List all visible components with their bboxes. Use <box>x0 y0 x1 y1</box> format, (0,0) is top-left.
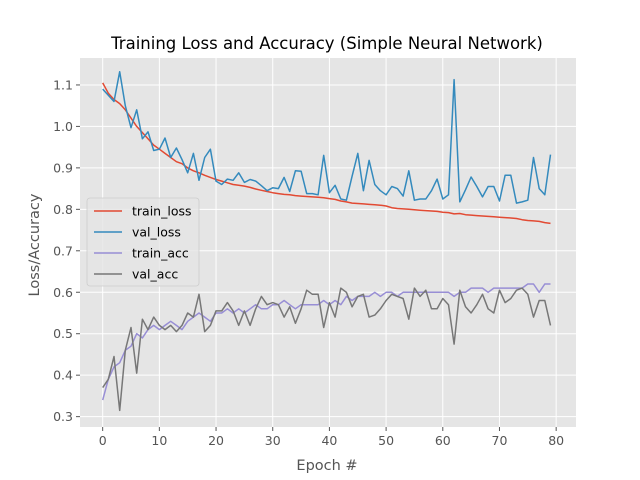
series-line-val-loss <box>102 70 552 204</box>
chart-title: Training Loss and Accuracy (Simple Neura… <box>110 34 543 53</box>
y-tick-label: 0.6 <box>53 285 73 300</box>
x-tick-label: 70 <box>492 433 508 448</box>
axis-ticks: 0 10 20 30 40 50 60 70 80 0.3 0.4 0.5 0.6 0.7 0.8 0.9 1.… <box>53 77 564 448</box>
y-tick-label: 0.9 <box>53 160 73 175</box>
x-tick-label: 50 <box>378 433 394 448</box>
x-tick-label: 0 <box>99 433 107 448</box>
x-axis-label: Epoch # <box>296 458 357 474</box>
legend-label: val_acc <box>132 267 178 282</box>
x-tick-label: 40 <box>321 433 337 448</box>
x-tick-label: 80 <box>548 433 564 448</box>
x-tick-label: 30 <box>265 433 281 448</box>
y-tick-label: 0.3 <box>53 409 73 424</box>
y-axis-label: Loss/Accuracy <box>27 193 43 296</box>
series-line-train-loss <box>102 82 551 225</box>
y-tick-label: 0.7 <box>53 243 73 258</box>
legend-box <box>86 197 200 287</box>
series-line-train-acc <box>101 283 551 401</box>
y-tick-label: 0.8 <box>53 202 73 217</box>
legend-label: val_loss <box>132 225 181 240</box>
y-tick-label: 0.5 <box>53 326 73 341</box>
legend: train_loss val_loss train_acc val_acc <box>86 197 200 287</box>
x-tick-label: 20 <box>208 433 224 448</box>
x-tick-label: 60 <box>435 433 451 448</box>
grid <box>80 58 576 427</box>
y-tick-label: 1.1 <box>53 77 73 92</box>
series-line-val-acc <box>102 287 552 412</box>
y-tick-label: 0.4 <box>53 368 73 383</box>
series-lines <box>101 70 552 412</box>
legend-label: train_acc <box>132 246 189 261</box>
legend-label: train_loss <box>132 204 192 219</box>
x-tick-label: 10 <box>151 433 167 448</box>
y-tick-label: 1.0 <box>53 119 73 134</box>
